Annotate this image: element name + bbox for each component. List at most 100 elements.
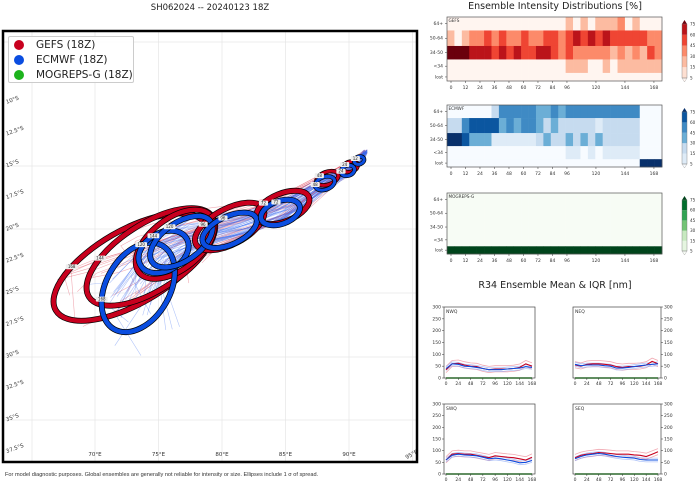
heatmap-cell	[506, 159, 515, 168]
x-tick-label: 120	[503, 477, 512, 483]
colorbar-tick-label: 15	[690, 65, 696, 70]
heatmap-cell	[461, 146, 470, 160]
y-tick-label: 150	[432, 340, 441, 346]
heatmap-cell	[610, 118, 618, 134]
heatmap-cell	[558, 17, 566, 31]
y-tick-label: 250	[664, 413, 673, 419]
heatmap-cell	[528, 246, 537, 255]
heatmap-cell	[580, 146, 589, 160]
ellipse-hour-label: 144	[96, 256, 104, 261]
heatmap-cell	[565, 146, 574, 160]
heatmap-cell	[654, 220, 663, 234]
intensity-heatmap-gefs: 64+ 50-64 34-50 <34 lost GEFS 0 12 24 36 48 60 72 84 9…	[430, 16, 696, 91]
heatmap-cell	[528, 17, 537, 31]
x-tick-label: 72	[480, 477, 486, 483]
map-legend: GEFS (18Z) ECMWF (18Z) MOGREPS-G (18Z)	[8, 36, 134, 83]
row-label: 50-64	[430, 123, 443, 129]
heatmap-cell	[506, 30, 515, 47]
heatmap-cell	[632, 133, 641, 147]
heatmap-cell	[632, 17, 641, 31]
heatmap-cell	[595, 59, 603, 74]
intensity-heatmap-mogreps-g: 64+ 50-64 34-50 <34 lost MOGREPS-G 0 12 24 36 48 60…	[430, 192, 696, 264]
heatmap-cell	[565, 193, 574, 207]
heatmap-cell	[654, 45, 663, 60]
heatmap-cell	[602, 220, 611, 234]
heatmap-cell	[491, 118, 500, 134]
heatmap-cell	[647, 205, 655, 221]
heatmap-cell	[535, 118, 544, 134]
heatmap-cell	[610, 72, 618, 82]
heatmap-cell	[476, 30, 485, 47]
heatmap-cell	[587, 159, 596, 168]
x-tick-label: 168	[650, 85, 659, 91]
heatmap-cell	[498, 233, 507, 247]
ecmwf-iqr-lower	[445, 365, 533, 372]
heatmap-cell	[565, 30, 574, 47]
x-tick-label: 144	[621, 171, 630, 177]
heatmap-cell	[654, 72, 663, 82]
heatmap-cell	[624, 105, 633, 119]
heatmap-cell	[595, 17, 603, 31]
heatmap-cell	[528, 233, 537, 247]
heatmap-cell	[513, 146, 522, 160]
heatmap-cell	[632, 118, 641, 134]
heatmap-cell	[491, 220, 500, 234]
legend-dot-icon	[14, 55, 24, 65]
heatmap-cell	[595, 105, 603, 119]
heatmap-cell	[469, 233, 477, 247]
ellipse-label-bg	[314, 173, 324, 179]
x-tick-label: 0	[450, 171, 453, 177]
heatmap-cell	[580, 45, 589, 60]
colorbar-frame	[681, 111, 688, 165]
heatmap-cell	[610, 220, 618, 234]
colorbar-tick-label: 30	[690, 228, 696, 233]
heatmap-cell	[580, 30, 589, 47]
heatmap-cell	[595, 146, 603, 160]
heatmap-cell	[469, 220, 477, 234]
heatmap-cell	[454, 205, 463, 221]
heatmap-cell	[587, 72, 596, 82]
heatmap-cell	[558, 205, 566, 221]
heatmap-cell	[602, 72, 611, 82]
heatmap-cell	[617, 205, 626, 221]
heatmap-cell	[528, 159, 537, 168]
heatmap-cell	[647, 233, 655, 247]
x-tick-label: 72	[535, 171, 541, 177]
heatmap-cell	[580, 220, 589, 234]
ellipse-hour-label: 96	[201, 222, 207, 227]
heatmap-cell	[580, 205, 589, 221]
heatmap-cell	[461, 59, 470, 74]
heatmap-cell	[550, 105, 559, 119]
ellipse-hour-label: 120	[166, 224, 174, 229]
heatmap-cell	[587, 59, 596, 74]
heatmap-cell	[610, 159, 618, 168]
y-tick-label: 250	[664, 316, 673, 322]
heatmap-cell	[587, 133, 596, 147]
heatmap-cell	[498, 220, 507, 234]
heatmap-cell	[521, 45, 529, 60]
heatmap-cell	[476, 159, 485, 168]
ellipse-label-bg	[65, 264, 78, 270]
heatmap-cell	[632, 220, 641, 234]
ellipse-hour-label: 168	[98, 297, 106, 302]
heatmap-cell	[476, 205, 485, 221]
heatmap-cell	[595, 193, 603, 207]
x-tick-label: 96	[620, 477, 626, 483]
heatmap-cell	[639, 205, 648, 221]
colorbar-tick-label: 60	[690, 208, 696, 213]
y-tick-label: 150	[664, 437, 673, 443]
lon-tick-label: 90°E	[342, 452, 356, 458]
heatmap-cell	[573, 159, 581, 168]
heatmap-cell	[521, 233, 529, 247]
lat-tick-label: 15°S	[5, 159, 20, 169]
heatmap-cell	[580, 133, 589, 147]
ellipse-hour-label: 48	[317, 173, 323, 178]
heatmap-cell	[469, 59, 477, 74]
legend-label: ECMWF (18Z)	[36, 54, 108, 66]
heatmap-cell	[447, 246, 455, 255]
heatmap-cell	[624, 118, 633, 134]
heatmap-cell	[580, 105, 589, 119]
heatmap-cell	[639, 118, 648, 134]
heatmap-cell	[498, 72, 507, 82]
heatmap-cell	[476, 72, 485, 82]
